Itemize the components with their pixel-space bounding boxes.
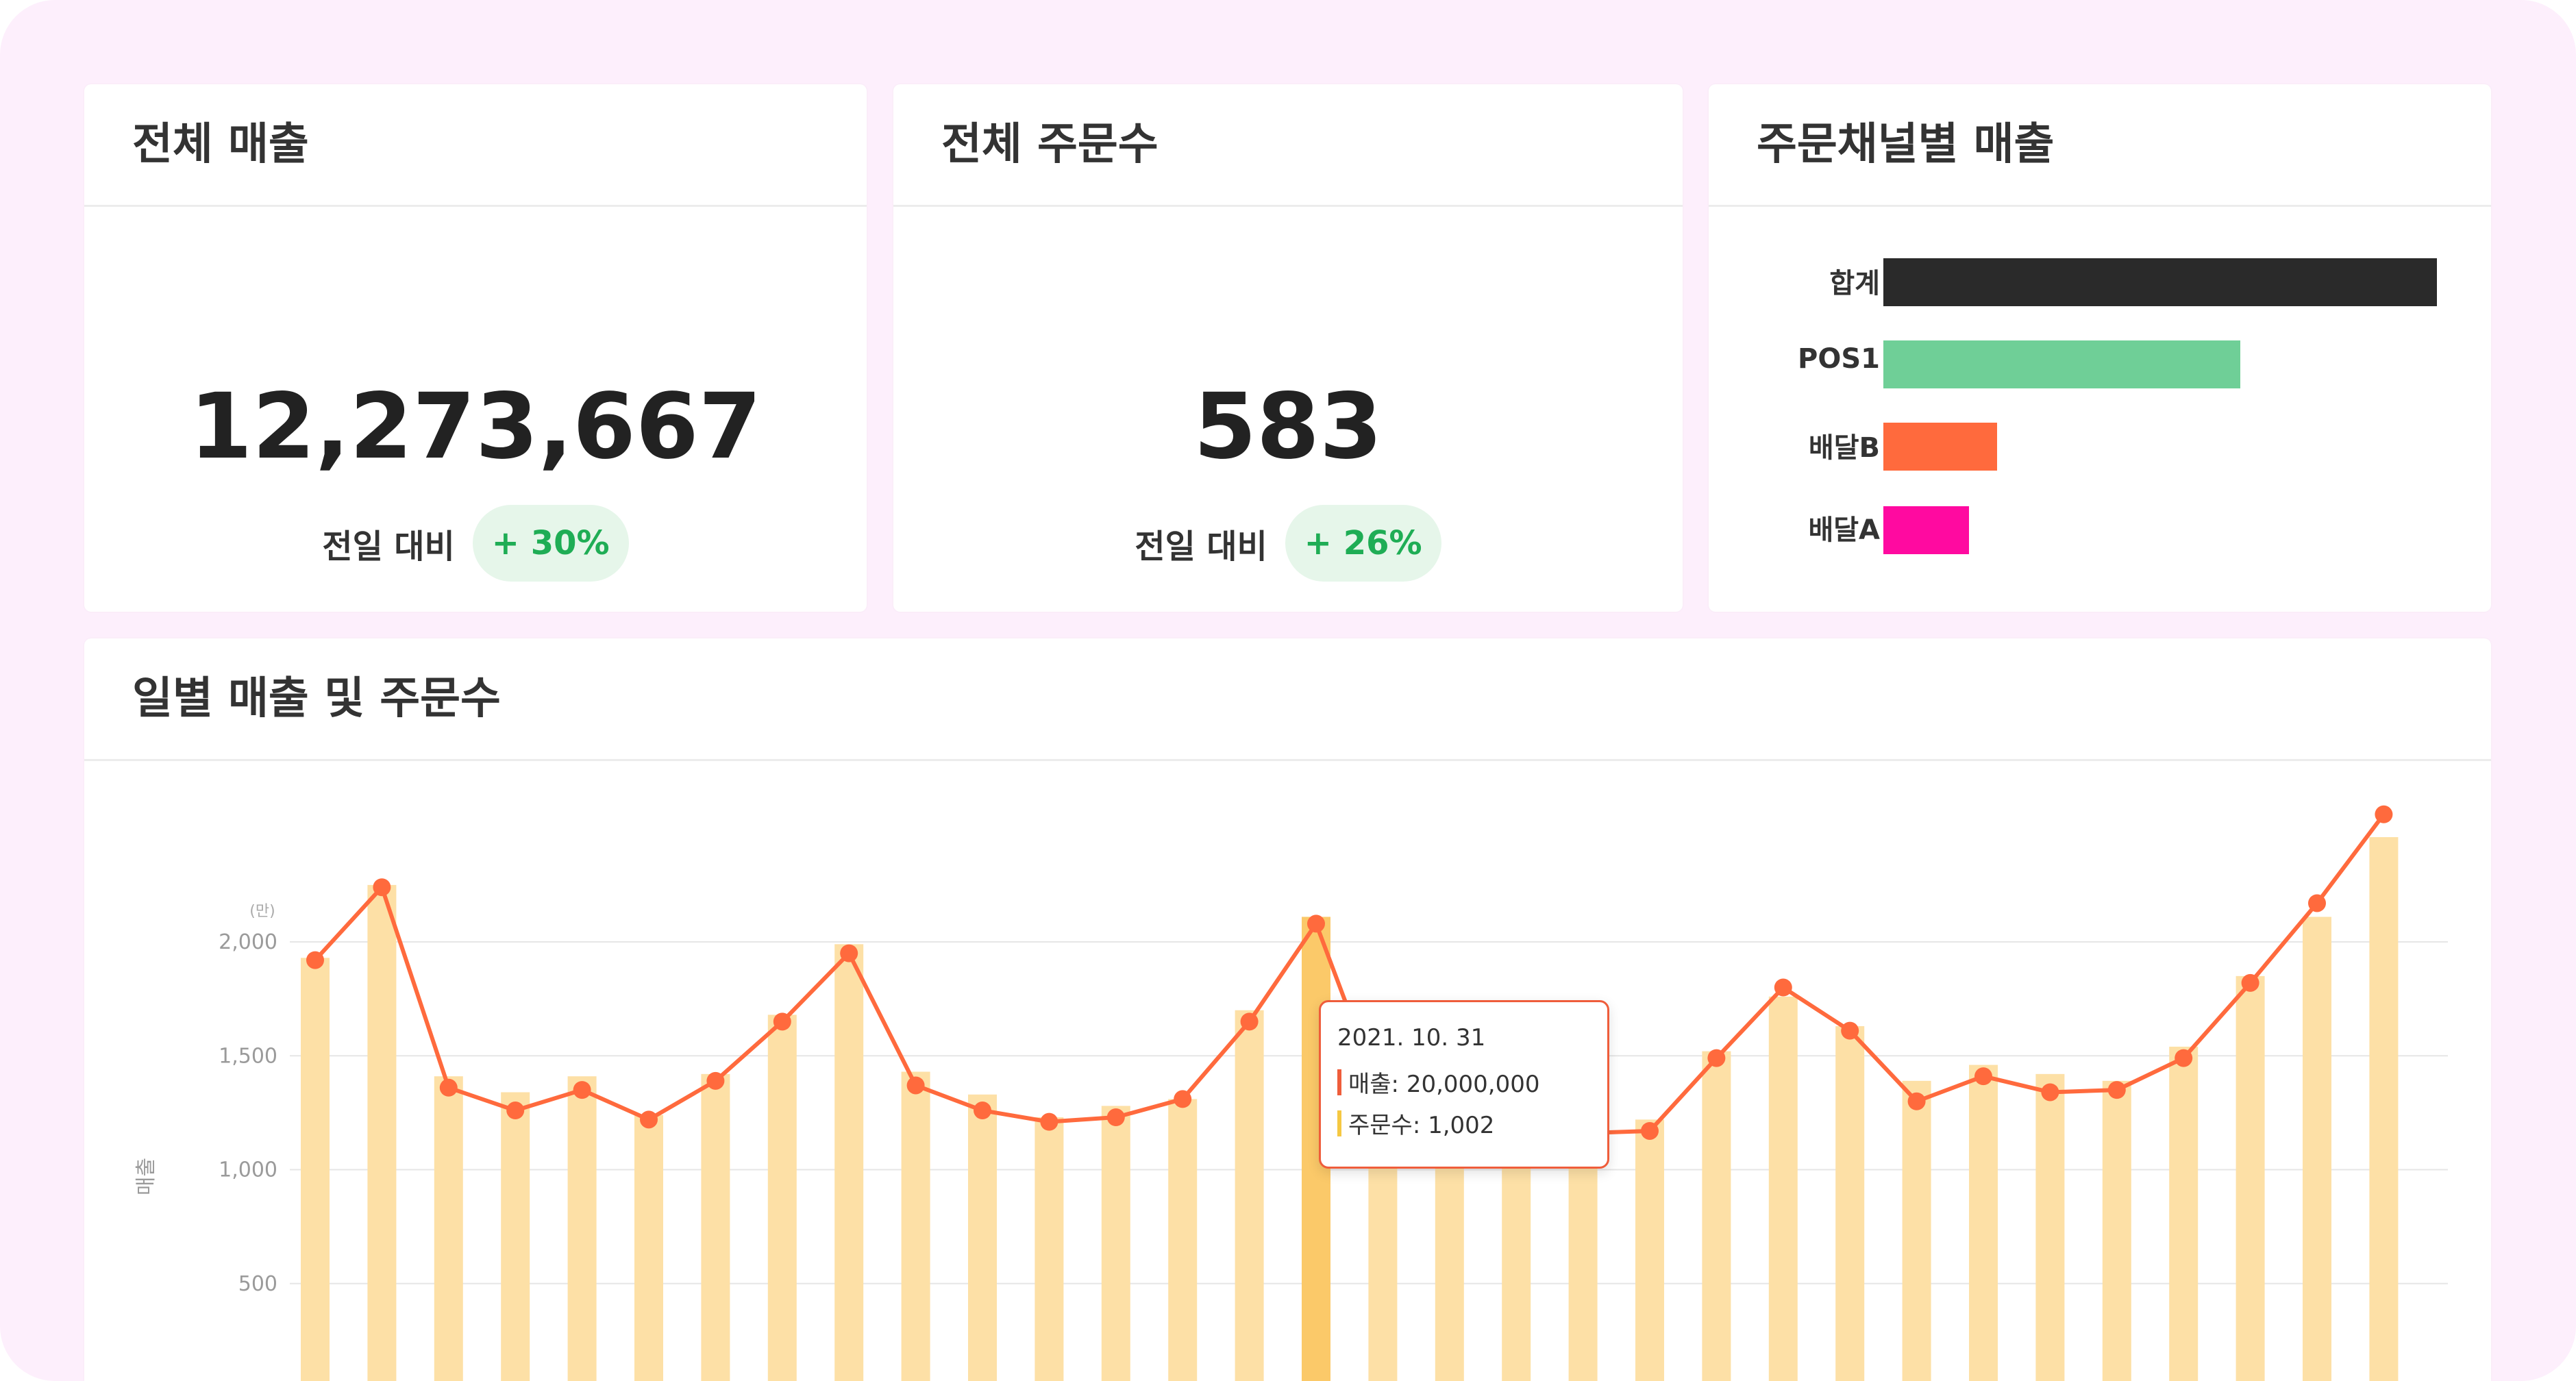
card-title: 전체 주문수: [941, 84, 1159, 205]
daily-bar: [2236, 976, 2265, 1381]
channel-label-pos1: POS1: [1709, 343, 1880, 375]
line-point: [1174, 1090, 1191, 1108]
channel-bar-delivery-a[interactable]: [1883, 506, 1969, 554]
line-point: [1641, 1122, 1659, 1140]
daily-bar: [501, 1092, 530, 1381]
y-unit-label: (만): [249, 903, 275, 920]
daily-combo-chart: 500 1,000 1,500 2,000 (만) 매출: [84, 638, 2491, 1381]
daily-bar: [1903, 1081, 1931, 1381]
comparison-label: 전일 대비: [322, 519, 454, 567]
sales-swatch: [1337, 1069, 1341, 1095]
y-tick-label: 1,000: [219, 1158, 277, 1182]
daily-bar: [1769, 997, 1798, 1381]
card-title: 전체 매출: [132, 84, 309, 205]
line-point: [2375, 806, 2392, 823]
daily-bar: [1702, 1052, 1731, 1381]
daily-bar: [568, 1076, 597, 1381]
channel-label-delivery-a: 배달A: [1709, 508, 1880, 547]
comparison-label: 전일 대비: [1135, 519, 1267, 567]
channel-bar-delivery-b[interactable]: [1883, 423, 1997, 471]
channel-sales-card: 주문채널별 매출 합계 POS1 배달B 배달A: [1709, 84, 2491, 612]
daily-bar: [701, 1074, 730, 1381]
y-tick-label: 500: [238, 1272, 277, 1296]
line-point: [373, 878, 391, 896]
daily-bar: [1235, 1010, 1264, 1381]
line-point: [1107, 1108, 1125, 1126]
line-point: [1974, 1067, 1992, 1085]
line-point: [2242, 974, 2259, 992]
daily-bar: [2369, 837, 2398, 1381]
line-point: [1040, 1113, 1058, 1131]
daily-bar: [1635, 1119, 1664, 1381]
tooltip-date: 2021. 10. 31: [1337, 1024, 1485, 1052]
daily-bar: [2035, 1074, 2064, 1381]
line-point: [1307, 915, 1325, 932]
daily-bar: [1102, 1106, 1130, 1381]
line-point: [1841, 1022, 1859, 1040]
chart-tooltip: 2021. 10. 31 매출: 20,000,000 주문수: 1,002: [1319, 1000, 1609, 1169]
line-point: [840, 945, 858, 962]
channel-label-delivery-b: 배달B: [1709, 425, 1880, 465]
daily-bar: [634, 1115, 663, 1381]
line-point: [1774, 979, 1792, 997]
line-point: [773, 1012, 791, 1030]
channel-bar-total[interactable]: [1883, 258, 2437, 306]
tooltip-orders-row: 주문수: 1,002: [1337, 1106, 1494, 1140]
comparison-row: 전일 대비 + 30%: [84, 503, 867, 583]
daily-bar: [367, 885, 396, 1381]
card-header: 전체 매출: [84, 84, 867, 207]
card-header: 전체 주문수: [893, 84, 1683, 207]
line-point: [706, 1072, 724, 1090]
line-point: [2041, 1083, 2059, 1101]
total-sales-card: 전체 매출 12,273,667 전일 대비 + 30%: [84, 84, 867, 612]
daily-bar: [2103, 1081, 2131, 1381]
line-point: [640, 1110, 658, 1128]
daily-bar: [1035, 1117, 1063, 1381]
tooltip-sales-row: 매출: 20,000,000: [1337, 1065, 1540, 1099]
line-point: [440, 1079, 458, 1097]
line-point: [2175, 1049, 2192, 1067]
daily-bar: [768, 1015, 797, 1381]
line-point: [1241, 1012, 1259, 1030]
line-point: [2108, 1081, 2126, 1099]
channel-bar-pos1[interactable]: [1883, 340, 2240, 388]
daily-bar: [2303, 917, 2331, 1381]
daily-bar: [2169, 1047, 2198, 1381]
line-point: [506, 1102, 524, 1119]
daily-bar: [1835, 1026, 1864, 1381]
tooltip-orders-text: 주문수: 1,002: [1348, 1106, 1494, 1140]
change-badge: + 26%: [1285, 505, 1441, 582]
channel-bar-chart: 합계 POS1 배달B 배달A: [1709, 84, 2491, 612]
change-badge: + 30%: [473, 505, 629, 582]
daily-bar: [902, 1072, 930, 1381]
line-point: [907, 1076, 925, 1094]
y-tick-label: 1,500: [219, 1044, 277, 1068]
daily-bar: [1168, 1099, 1197, 1381]
daily-bar: [1969, 1065, 1998, 1381]
line-point: [1707, 1049, 1725, 1067]
comparison-row: 전일 대비 + 26%: [893, 503, 1683, 583]
total-orders-card: 전체 주문수 583 전일 대비 + 26%: [893, 84, 1683, 612]
total-sales-value: 12,273,667: [84, 372, 867, 482]
y-tick-label: 2,000: [219, 930, 277, 954]
line-point: [1908, 1093, 1926, 1110]
orders-swatch: [1337, 1110, 1341, 1136]
channel-label-total: 합계: [1709, 261, 1880, 301]
line-point: [2308, 894, 2326, 912]
line-point: [306, 951, 324, 969]
line-point: [573, 1081, 591, 1099]
total-orders-value: 583: [893, 372, 1683, 482]
y-axis-label: 매출: [134, 1158, 158, 1195]
daily-bar: [968, 1095, 997, 1381]
daily-bar: [301, 958, 330, 1381]
daily-bar: [434, 1076, 463, 1381]
line-point: [974, 1102, 991, 1119]
daily-sales-card: 일별 매출 및 주문수 500 1,000 1,500 2,000 (만) 매출 2021…: [84, 638, 2491, 1381]
daily-bar: [834, 944, 863, 1381]
tooltip-sales-text: 매출: 20,000,000: [1348, 1065, 1540, 1099]
